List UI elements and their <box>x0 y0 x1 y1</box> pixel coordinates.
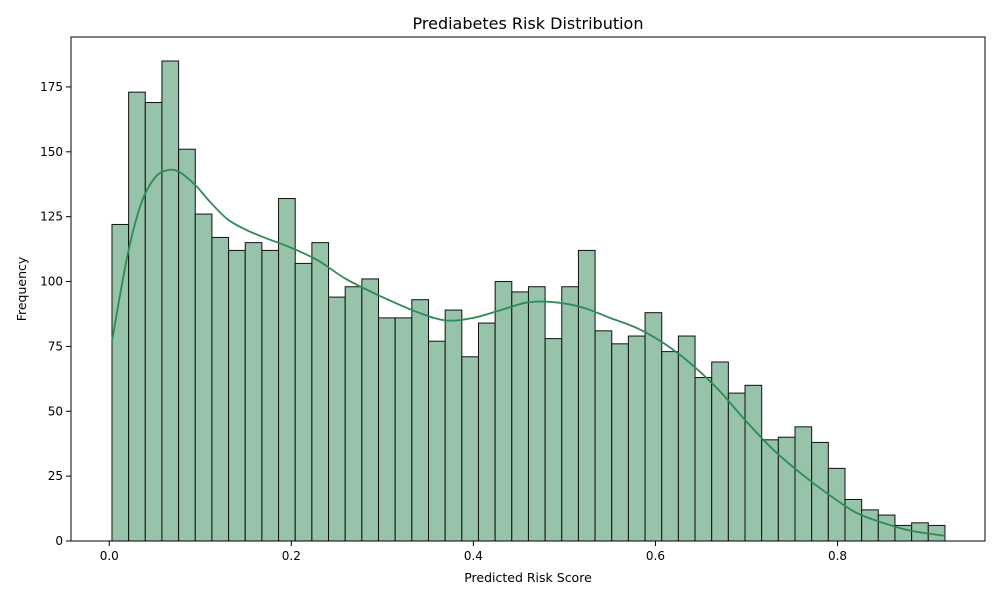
x-tick-label: 0.8 <box>828 549 847 563</box>
histogram-bar <box>677 335 696 542</box>
histogram-bar <box>494 281 513 542</box>
histogram-bar <box>394 317 413 542</box>
histogram-bar <box>211 236 230 542</box>
y-tick-label: 75 <box>48 339 63 353</box>
kde-curve <box>111 168 946 537</box>
histogram-bar <box>877 514 896 542</box>
histogram-bar <box>228 249 246 542</box>
histogram-bar <box>727 392 746 542</box>
y-axis-label: Frequency <box>14 256 29 321</box>
histogram-bar <box>777 436 796 542</box>
y-tick-label: 50 <box>48 404 63 418</box>
histogram-bar <box>161 60 180 542</box>
histogram-bar <box>844 498 863 542</box>
histogram-bar <box>261 249 280 542</box>
histogram-bar <box>461 356 479 542</box>
y-tick-label: 125 <box>40 210 63 224</box>
histogram-bar <box>744 384 763 542</box>
histogram-bar <box>861 509 879 542</box>
histogram-bar <box>644 312 663 542</box>
histogram-bar <box>128 91 146 542</box>
histogram-bar <box>544 338 563 542</box>
y-tick-label: 0 <box>55 534 63 548</box>
histogram-bar <box>627 335 646 542</box>
histogram-bar <box>477 322 496 542</box>
histogram-bar <box>427 340 446 542</box>
histogram-bar <box>611 343 629 542</box>
histogram-bar <box>561 286 579 542</box>
histogram-bar <box>294 262 313 542</box>
x-axis-ticks: 0.0 0.2 0.4 0.6 0.8 <box>100 541 847 563</box>
histogram-bar <box>577 249 596 542</box>
x-tick-label: 0.6 <box>646 549 665 563</box>
histogram-bars <box>111 60 946 542</box>
histogram-bar <box>111 223 130 542</box>
histogram-bar <box>694 377 713 542</box>
histogram-bar <box>444 309 463 542</box>
plot-area-frame <box>70 36 986 542</box>
histogram-bar <box>328 296 346 542</box>
histogram-bar <box>594 330 613 542</box>
y-tick-label: 100 <box>40 275 63 289</box>
x-tick-label: 0.0 <box>100 549 119 563</box>
y-tick-label: 150 <box>40 145 63 159</box>
histogram-bar <box>411 299 429 542</box>
histogram-bar <box>794 426 813 542</box>
y-tick-label: 25 <box>48 469 63 483</box>
y-tick-label: 175 <box>40 80 63 94</box>
histogram-bar <box>511 291 529 542</box>
histogram-bar <box>344 286 363 542</box>
histogram-bar <box>711 361 729 542</box>
histogram-bar <box>661 351 679 542</box>
x-tick-label: 0.4 <box>464 549 483 563</box>
x-tick-label: 0.2 <box>282 549 301 563</box>
histogram-bar <box>194 213 213 542</box>
histogram-bar <box>144 102 163 542</box>
histogram-bar <box>527 286 546 542</box>
histogram-bar <box>761 439 779 542</box>
histogram-bar <box>378 317 396 542</box>
y-axis-ticks: 0 25 50 75 100 125 150 175 <box>40 80 71 548</box>
chart-title: Prediabetes Risk Distribution <box>413 14 644 33</box>
histogram-bar <box>361 278 380 542</box>
histogram-bar <box>178 148 196 542</box>
histogram-bar <box>311 242 330 542</box>
x-axis-label: Predicted Risk Score <box>464 570 592 585</box>
histogram-bar <box>278 198 296 542</box>
histogram-bar <box>244 242 263 542</box>
